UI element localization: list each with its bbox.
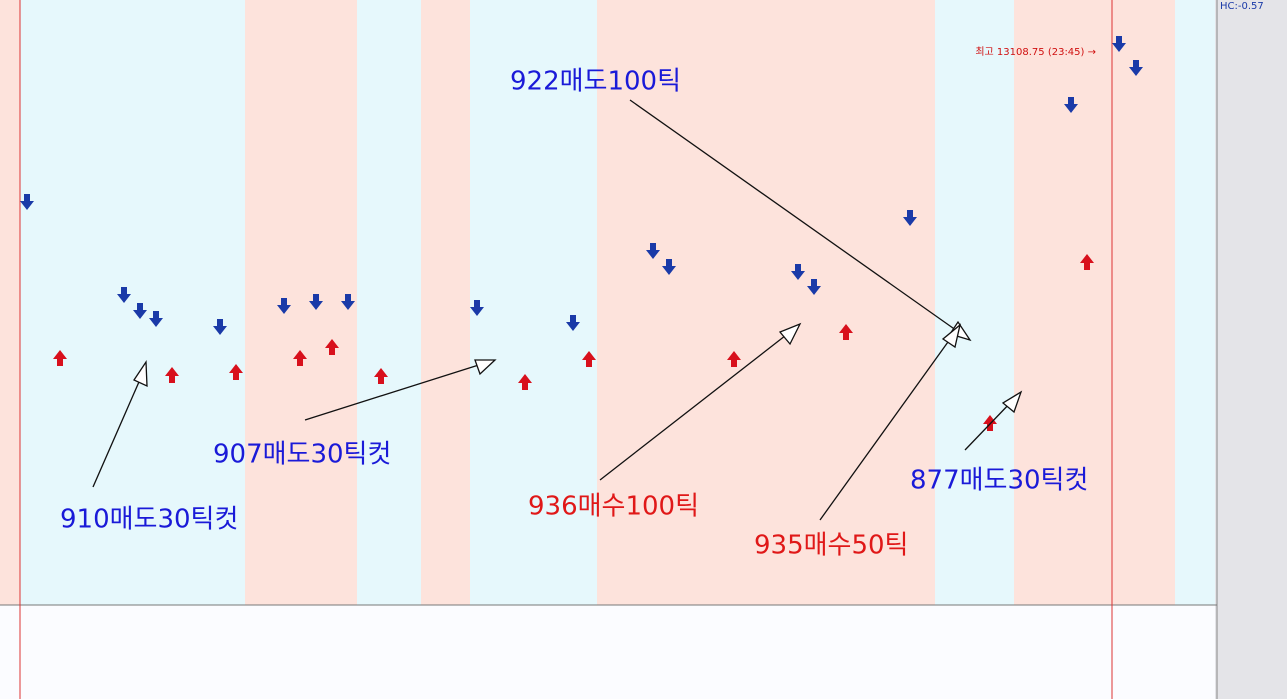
annotation: 907매도30틱컷	[213, 440, 391, 470]
annotation: 910매도30틱컷	[60, 505, 238, 535]
annotation: 936매수100틱	[528, 492, 699, 522]
high-note: 최고 13108.75 (23:45) →	[975, 46, 1096, 58]
annotation: 922매도100틱	[510, 67, 681, 97]
annotation: 935매수50틱	[754, 531, 908, 561]
header-stat: HC:-0.57	[1220, 1, 1264, 12]
annotation-arrows	[92, 99, 1023, 521]
annotation: 877매도30틱컷	[910, 466, 1088, 496]
